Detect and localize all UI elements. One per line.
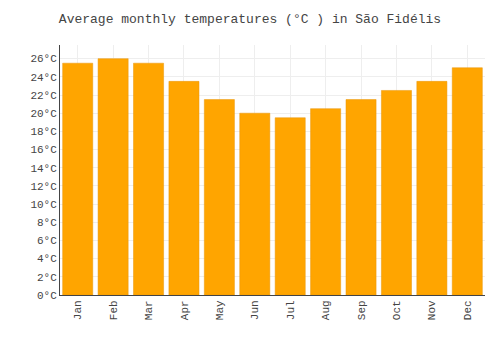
svg-text:10°C: 10°C <box>30 199 57 211</box>
svg-text:Aug: Aug <box>320 300 332 320</box>
svg-text:12°C: 12°C <box>30 181 57 193</box>
svg-text:Jul: Jul <box>285 300 297 320</box>
svg-text:26°C: 26°C <box>30 53 57 65</box>
svg-text:Mar: Mar <box>143 300 155 320</box>
svg-text:18°C: 18°C <box>30 126 57 138</box>
svg-text:14°C: 14°C <box>30 163 57 175</box>
svg-text:Jan: Jan <box>72 300 84 320</box>
svg-text:Dec: Dec <box>462 300 474 320</box>
svg-text:2°C: 2°C <box>37 272 57 284</box>
svg-text:Sep: Sep <box>356 300 368 320</box>
svg-text:Average monthly temperatures (: Average monthly temperatures (°C ) in Sã… <box>59 12 441 27</box>
svg-text:Feb: Feb <box>108 300 120 320</box>
svg-text:6°C: 6°C <box>37 235 57 247</box>
svg-text:May: May <box>214 300 226 320</box>
svg-text:24°C: 24°C <box>30 72 57 84</box>
svg-text:0°C: 0°C <box>37 290 57 302</box>
svg-text:8°C: 8°C <box>37 217 57 229</box>
svg-text:Oct: Oct <box>391 300 403 320</box>
svg-text:Jun: Jun <box>249 300 261 320</box>
svg-text:Nov: Nov <box>426 300 438 320</box>
svg-text:20°C: 20°C <box>30 108 57 120</box>
svg-text:22°C: 22°C <box>30 90 57 102</box>
svg-text:16°C: 16°C <box>30 144 57 156</box>
svg-text:Apr: Apr <box>179 300 191 320</box>
svg-text:4°C: 4°C <box>37 253 57 265</box>
